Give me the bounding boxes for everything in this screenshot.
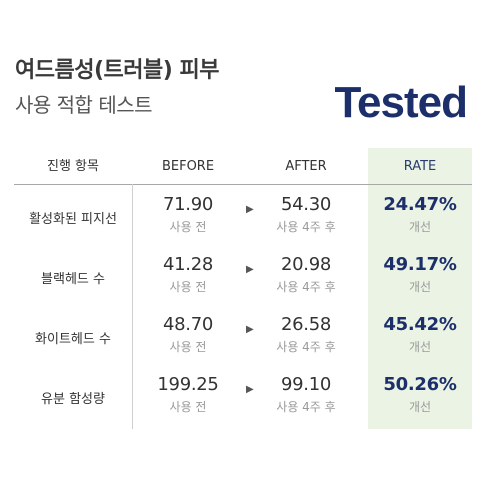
rate-cell: 49.17% 개선 (368, 254, 472, 296)
row-label: 유분 함성량 (41, 392, 105, 407)
tested-badge: Tested (334, 78, 468, 127)
before-value: 41.28 (162, 254, 214, 275)
rate-note: 개선 (408, 400, 432, 414)
after-value: 54.30 (280, 194, 332, 215)
header: 여드름성(트러블) 피부 사용 적합 테스트 (15, 56, 219, 120)
rate-note: 개선 (408, 220, 432, 234)
before-note: 사용 전 (169, 340, 207, 354)
rate-value: 45.42% (383, 314, 457, 335)
rate-cell: 45.42% 개선 (368, 314, 472, 356)
before-cell: 48.70 사용 전 (132, 314, 244, 356)
rate-column-background (368, 148, 472, 429)
column-header-before: BEFORE (161, 159, 215, 174)
header-divider (14, 184, 472, 185)
after-cell: 99.10 사용 4주 후 (256, 374, 356, 416)
row-label: 블랙헤드 수 (41, 272, 105, 287)
rate-value: 24.47% (383, 194, 457, 215)
after-value: 99.10 (280, 374, 332, 395)
table-row: 유분 함성량 199.25 사용 전 ▶ 99.10 사용 4주 후 50.26… (14, 368, 472, 428)
table-row: 블랙헤드 수 41.28 사용 전 ▶ 20.98 사용 4주 후 49.17%… (14, 248, 472, 308)
after-value: 20.98 (280, 254, 332, 275)
after-cell: 54.30 사용 4주 후 (256, 194, 356, 236)
column-header-rate: RATE (403, 159, 437, 174)
rate-note: 개선 (408, 340, 432, 354)
results-table: 진행 항목 BEFORE AFTER RATE 활성화된 피지선 71.90 사… (14, 148, 472, 429)
table-row: 활성화된 피지선 71.90 사용 전 ▶ 54.30 사용 4주 후 24.4… (14, 188, 472, 248)
after-value: 26.58 (280, 314, 332, 335)
arrow-right-icon: ▶ (246, 264, 254, 275)
row-label: 화이트헤드 수 (35, 332, 111, 347)
after-note: 사용 4주 후 (276, 220, 336, 234)
before-note: 사용 전 (169, 280, 207, 294)
column-header-after: AFTER (285, 159, 327, 174)
after-note: 사용 4주 후 (276, 340, 336, 354)
after-cell: 20.98 사용 4주 후 (256, 254, 356, 296)
before-value: 48.70 (162, 314, 214, 335)
table-row: 화이트헤드 수 48.70 사용 전 ▶ 26.58 사용 4주 후 45.42… (14, 308, 472, 368)
arrow-right-icon: ▶ (246, 384, 254, 395)
column-header-item: 진행 항목 (47, 159, 99, 174)
before-value: 199.25 (157, 374, 219, 395)
arrow-right-icon: ▶ (246, 324, 254, 335)
before-note: 사용 전 (169, 400, 207, 414)
rate-note: 개선 (408, 280, 432, 294)
after-cell: 26.58 사용 4주 후 (256, 314, 356, 356)
page-title: 여드름성(트러블) 피부 (15, 58, 219, 83)
rate-value: 50.26% (383, 374, 457, 395)
after-note: 사용 4주 후 (276, 400, 336, 414)
rate-value: 49.17% (383, 254, 457, 275)
rate-cell: 50.26% 개선 (368, 374, 472, 416)
rate-cell: 24.47% 개선 (368, 194, 472, 236)
row-label: 활성화된 피지선 (29, 212, 117, 227)
before-cell: 71.90 사용 전 (132, 194, 244, 236)
page-subtitle: 사용 적합 테스트 (15, 93, 153, 117)
after-note: 사용 4주 후 (276, 280, 336, 294)
before-value: 71.90 (162, 194, 214, 215)
before-cell: 41.28 사용 전 (132, 254, 244, 296)
arrow-right-icon: ▶ (246, 204, 254, 215)
before-cell: 199.25 사용 전 (132, 374, 244, 416)
label-column-divider (132, 184, 133, 429)
before-note: 사용 전 (169, 220, 207, 234)
